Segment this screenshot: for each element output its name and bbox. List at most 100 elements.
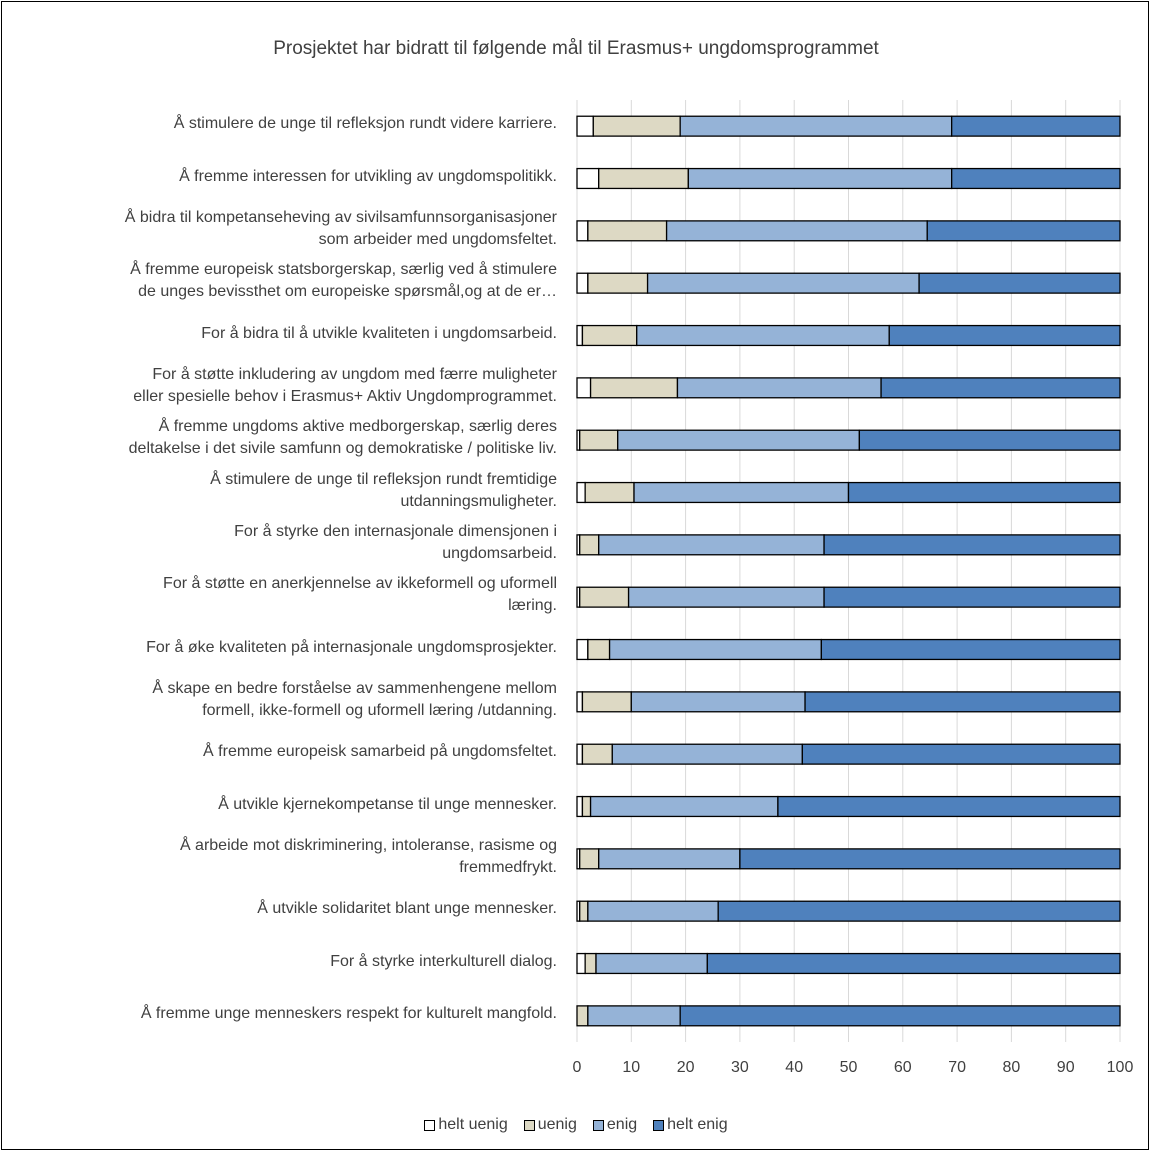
bar-segment-helt-enig [801,743,1121,765]
category-label: For å styrke den internasjonale dimensjo… [0,521,557,565]
legend-label: helt enig [667,1116,728,1133]
category-label-line: formell, ikke-formell og uformell læring… [202,701,557,719]
bar-segment-helt-uenig [576,952,586,975]
bar-segment-enig [589,795,779,818]
bar-segment-helt-uenig [576,743,584,765]
bar-segment-uenig [587,272,649,294]
bar-segment-enig [687,167,953,190]
category-label: For å bidra til å utvikle kvaliteten i u… [0,323,557,345]
category-label-line: For å styrke den internasjonale dimensjo… [234,522,557,540]
x-tick-label: 100 [1107,1059,1134,1076]
category-label-line: Å utvikle kjernekompetanse til unge menn… [218,795,557,813]
category-label: For å støtte en anerkjennelse av ikkefor… [0,573,557,617]
x-tick-label: 0 [573,1059,582,1076]
category-label: Å bidra til kompetanseheving av sivilsam… [0,207,557,251]
category-label-line: For å øke kvaliteten på internasjonale u… [146,638,557,656]
bar-segment-helt-enig [847,481,1121,504]
bar-segment-uenig [581,691,632,713]
bar-segment-helt-enig [918,272,1121,294]
category-label-line: Å fremme unge menneskers respekt for kul… [140,1004,557,1022]
bar-segment-enig [598,848,741,870]
category-label-line: For å støtte en anerkjennelse av ikkefor… [163,575,557,593]
bar-segment-helt-uenig [576,795,584,818]
legend-swatch [523,1119,535,1131]
bar-segment-enig [646,272,920,294]
category-label: For å øke kvaliteten på internasjonale u… [0,637,557,659]
bar-segment-helt-enig [951,167,1121,190]
bar-segment-helt-enig [858,429,1121,451]
category-label: Å skape en bedre forståelse av sammenhen… [0,678,557,722]
category-label-line: Å bidra til kompetanseheving av sivilsam… [124,208,557,226]
category-label: For å styrke interkulturell dialog. [0,951,557,973]
bar-segment-enig [595,952,708,975]
category-label: Å fremme europeisk statsborgerskap, særl… [0,259,557,303]
x-tick-label: 70 [948,1059,966,1076]
bar-segment-uenig [579,900,589,922]
chart-title: Prosjektet har bidratt til følgende mål … [273,38,879,59]
bar-segment-helt-uenig [576,481,586,504]
legend-swatch [592,1119,604,1131]
legend-item: helt enig [653,1116,728,1134]
legend-item: enig [592,1116,638,1134]
bar-segment-enig [587,1005,681,1027]
bar-segment-enig [598,534,825,556]
bar-segment-uenig [579,586,630,608]
bar-segment-uenig [581,324,638,347]
bar-segment-helt-enig [888,324,1121,347]
bar-segment-uenig [579,848,600,870]
bar-segment-uenig [592,115,681,137]
bar-segment-helt-enig [823,534,1121,556]
category-label-line: Å utvikle solidaritet blant unge mennesk… [257,900,557,918]
category-label-line: Å skape en bedre forståelse av sammenhen… [152,679,557,697]
x-tick-label: 80 [1003,1059,1021,1076]
category-label-line: Å arbeide mot diskriminering, intolerans… [179,836,557,854]
category-label-line: utdanningsmuligheter. [400,492,557,510]
bar-segment-helt-uenig [576,377,592,399]
bar-segment-helt-uenig [576,115,594,137]
category-label-line: ungdomsarbeid. [442,544,557,562]
bar-segment-helt-enig [823,586,1121,608]
bar-segment-uenig [581,743,613,765]
chart-legend: helt uenig uenig enig helt enig [0,1116,1152,1134]
bar-segment-helt-enig [880,377,1121,399]
bar-segment-uenig [589,377,679,399]
category-label: Å fremme unge menneskers respekt for kul… [0,1003,557,1025]
legend-label: enig [606,1116,638,1133]
bar-segment-uenig [598,167,689,190]
category-label-line: de unges bevissthet om europeiske spørsm… [138,283,557,301]
category-label-line: som arbeider med ungdomsfeltet. [318,230,557,248]
legend-swatch [424,1119,436,1131]
bar-segment-enig [611,743,803,765]
legend-swatch [653,1119,665,1131]
category-label-line: For å støtte inkludering av ungdom med f… [152,365,557,383]
category-label: Å arbeide mot diskriminering, intolerans… [0,835,557,879]
category-label: Å stimulere de unge til refleksjon rundt… [0,469,557,513]
bar-segment-helt-uenig [576,220,589,242]
bar-segment-helt-enig [951,115,1121,137]
bar-segment-uenig [579,534,600,556]
bar-segment-uenig [584,481,635,504]
bar-segment-uenig [576,1005,589,1027]
category-label: Å fremme ungdoms aktive medborgerskap, s… [0,416,557,460]
bar-segment-helt-uenig [576,638,589,661]
bar-segment-helt-uenig [576,272,589,294]
x-tick-label: 20 [677,1059,695,1076]
category-label: Å fremme interessen for utvikling av ung… [0,166,557,188]
category-label: Å utvikle kjernekompetanse til unge menn… [0,794,557,816]
bar-segment-uenig [581,795,592,818]
x-tick-label: 60 [894,1059,912,1076]
x-tick-label: 10 [622,1059,640,1076]
bar-segment-helt-enig [777,795,1121,818]
category-label: Å utvikle solidaritet blant unge mennesk… [0,898,557,920]
bar-segment-uenig [587,220,668,242]
bar-segment-enig [636,324,890,347]
bar-segment-helt-enig [739,848,1121,870]
bar-segment-helt-enig [679,1005,1121,1027]
bar-segment-enig [665,220,928,242]
bar-segment-helt-uenig [576,691,584,713]
bar-segment-uenig [587,638,611,661]
bar-segment-helt-enig [804,691,1121,713]
category-label: Å stimulere de unge til refleksjon rundt… [0,113,557,135]
bar-segment-enig [633,481,850,504]
